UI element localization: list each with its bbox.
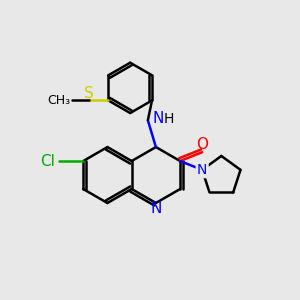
Text: O: O	[196, 137, 208, 152]
Text: N: N	[152, 111, 164, 126]
Text: CH₃: CH₃	[47, 94, 70, 107]
Text: N: N	[197, 163, 207, 177]
Text: S: S	[84, 86, 94, 101]
Text: Cl: Cl	[40, 154, 55, 169]
Text: N: N	[150, 201, 162, 216]
Text: H: H	[163, 112, 174, 126]
